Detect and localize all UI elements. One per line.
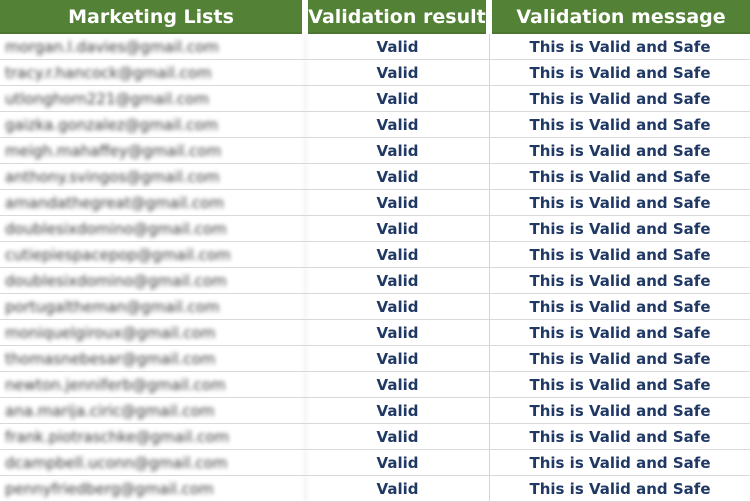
email-cell[interactable]: anthony.svingos@gmail.com — [0, 164, 306, 189]
validation-message-cell[interactable]: This is Valid and Safe — [529, 453, 711, 472]
validation-message-cell[interactable]: This is Valid and Safe — [529, 219, 711, 238]
email-cell[interactable]: thomasnebesar@gmail.com — [0, 346, 306, 371]
validation-result-cell[interactable]: Valid — [306, 164, 490, 189]
table-row: portugaltheman@gmail.com Valid This is V… — [0, 294, 750, 320]
table-row: ana.marija.ciric@gmail.com Valid This is… — [0, 398, 750, 424]
validation-result-cell[interactable]: Valid — [306, 34, 490, 59]
validation-result-cell[interactable]: Valid — [306, 424, 490, 449]
table-row: thomasnebesar@gmail.com Valid This is Va… — [0, 346, 750, 372]
email-cell[interactable]: newton.jenniferb@gmail.com — [0, 372, 306, 397]
column-header-validation-result[interactable]: Validation result — [308, 0, 486, 34]
email-cell[interactable]: doublesixdomino@gmail.com — [0, 216, 306, 241]
validation-result-cell[interactable]: Valid — [306, 398, 490, 423]
validation-message-cell[interactable]: This is Valid and Safe — [529, 479, 711, 498]
validation-message-cell[interactable]: This is Valid and Safe — [529, 37, 711, 56]
validation-result-cell[interactable]: Valid — [306, 86, 490, 111]
validation-result-cell[interactable]: Valid — [306, 138, 490, 163]
email-cell[interactable]: doublesixdomino@gmail.com — [0, 268, 306, 293]
validation-message-cell[interactable]: This is Valid and Safe — [529, 323, 711, 342]
validation-message-cell[interactable]: This is Valid and Safe — [529, 115, 711, 134]
email-cell[interactable]: amandathegreat@gmail.com — [0, 190, 306, 215]
table-row: tracy.r.hancock@gmail.com Valid This is … — [0, 60, 750, 86]
email-cell[interactable]: meigh.mahaffey@gmail.com — [0, 138, 306, 163]
table-row: moniquelgiroux@gmail.com Valid This is V… — [0, 320, 750, 346]
validation-message-cell[interactable]: This is Valid and Safe — [529, 427, 711, 446]
table-row: amandathegreat@gmail.com Valid This is V… — [0, 190, 750, 216]
table-header-row: Marketing Lists Validation result Valida… — [0, 0, 750, 34]
table-row: newton.jenniferb@gmail.com Valid This is… — [0, 372, 750, 398]
email-cell[interactable]: dcampbell.uconn@gmail.com — [0, 450, 306, 475]
validation-result-cell[interactable]: Valid — [306, 346, 490, 371]
table-row: doublesixdomino@gmail.com Valid This is … — [0, 216, 750, 242]
validation-result-cell[interactable]: Valid — [306, 294, 490, 319]
column-header-validation-message[interactable]: Validation message — [492, 0, 750, 34]
validation-result-cell[interactable]: Valid — [306, 242, 490, 267]
validation-message-cell[interactable]: This is Valid and Safe — [529, 245, 711, 264]
email-cell[interactable]: ana.marija.ciric@gmail.com — [0, 398, 306, 423]
email-cell[interactable]: portugaltheman@gmail.com — [0, 294, 306, 319]
validation-result-cell[interactable]: Valid — [306, 372, 490, 397]
table-row: meigh.mahaffey@gmail.com Valid This is V… — [0, 138, 750, 164]
validation-result-cell[interactable]: Valid — [306, 190, 490, 215]
table-row: frank.piotraschke@gmail.com Valid This i… — [0, 424, 750, 450]
validation-result-cell[interactable]: Valid — [306, 450, 490, 475]
validation-result-cell[interactable]: Valid — [306, 60, 490, 85]
validation-message-cell[interactable]: This is Valid and Safe — [529, 401, 711, 420]
validation-message-cell[interactable]: This is Valid and Safe — [529, 375, 711, 394]
validation-message-cell[interactable]: This is Valid and Safe — [529, 297, 711, 316]
email-cell[interactable]: pennyfriedberg@gmail.com — [0, 476, 306, 501]
table-row: utlonghorn221@gmail.com Valid This is Va… — [0, 86, 750, 112]
email-cell[interactable]: moniquelgiroux@gmail.com — [0, 320, 306, 345]
validation-result-cell[interactable]: Valid — [306, 268, 490, 293]
email-cell[interactable]: tracy.r.hancock@gmail.com — [0, 60, 306, 85]
validation-message-cell[interactable]: This is Valid and Safe — [529, 193, 711, 212]
email-cell[interactable]: cutiepiespacepop@gmail.com — [0, 242, 306, 267]
validation-result-cell[interactable]: Valid — [306, 320, 490, 345]
validation-result-cell[interactable]: Valid — [306, 112, 490, 137]
table-row: cutiepiespacepop@gmail.com Valid This is… — [0, 242, 750, 268]
email-cell[interactable]: utlonghorn221@gmail.com — [0, 86, 306, 111]
email-cell[interactable]: frank.piotraschke@gmail.com — [0, 424, 306, 449]
validation-message-cell[interactable]: This is Valid and Safe — [529, 167, 711, 186]
validation-message-cell[interactable]: This is Valid and Safe — [529, 63, 711, 82]
validation-message-cell[interactable]: This is Valid and Safe — [529, 141, 711, 160]
table-row: doublesixdomino@gmail.com Valid This is … — [0, 268, 750, 294]
email-cell[interactable]: morgan.l.davies@gmail.com — [0, 34, 306, 59]
table-row: dcampbell.uconn@gmail.com Valid This is … — [0, 450, 750, 476]
validation-message-cell[interactable]: This is Valid and Safe — [529, 349, 711, 368]
validation-message-cell[interactable]: This is Valid and Safe — [529, 271, 711, 290]
column-header-marketing-lists[interactable]: Marketing Lists — [0, 0, 302, 34]
table-row: anthony.svingos@gmail.com Valid This is … — [0, 164, 750, 190]
table-row: morgan.l.davies@gmail.com Valid This is … — [0, 34, 750, 60]
validation-message-cell[interactable]: This is Valid and Safe — [529, 89, 711, 108]
email-cell[interactable]: gaizka.gonzalez@gmail.com — [0, 112, 306, 137]
table-row: pennyfriedberg@gmail.com Valid This is V… — [0, 476, 750, 502]
validation-result-cell[interactable]: Valid — [306, 476, 490, 501]
table-row: gaizka.gonzalez@gmail.com Valid This is … — [0, 112, 750, 138]
validation-result-cell[interactable]: Valid — [306, 216, 490, 241]
